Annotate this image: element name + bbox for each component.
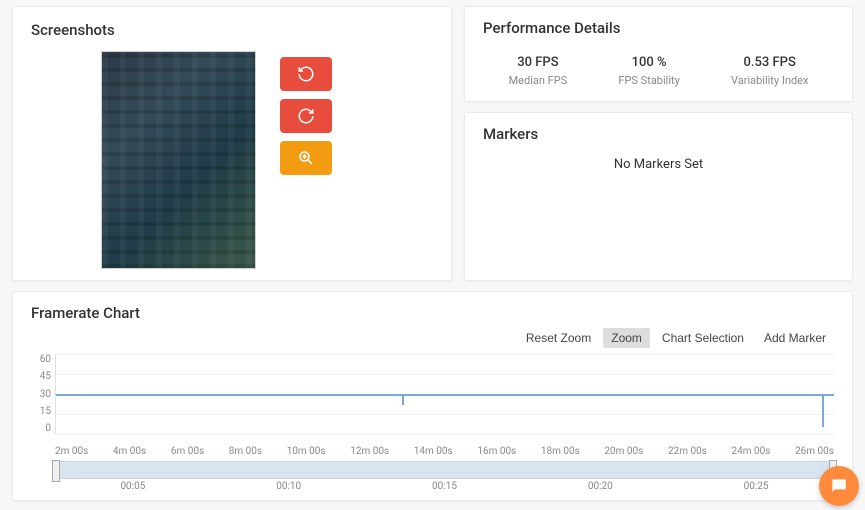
metric-value: 30 FPS <box>509 55 568 70</box>
rotate-ccw-icon <box>297 65 315 83</box>
metric-value: 0.53 FPS <box>731 55 808 70</box>
fps-dip <box>402 394 404 405</box>
rotate-cw-icon <box>297 107 315 125</box>
screenshots-panel: Screenshots <box>12 6 452 281</box>
x-tick: 14m 00s <box>414 446 453 457</box>
metric-median-fps: 30 FPS Median FPS <box>509 55 568 87</box>
scrub-tick: 00:05 <box>120 481 145 492</box>
x-tick: 22m 00s <box>668 446 707 457</box>
fps-dip <box>822 394 824 427</box>
add-marker-button[interactable]: Add Marker <box>756 328 834 348</box>
reset-zoom-button[interactable]: Reset Zoom <box>518 328 599 348</box>
metric-value: 100 % <box>618 55 679 70</box>
scrub-time-labels: 00:05 00:10 00:15 00:20 00:25 <box>31 479 834 492</box>
metric-label: Median FPS <box>509 74 568 87</box>
x-tick: 10m 00s <box>287 446 326 457</box>
fps-series-line <box>56 394 834 396</box>
x-tick: 6m 00s <box>171 446 204 457</box>
rotate-left-button[interactable] <box>280 57 332 91</box>
chart-title: Framerate Chart <box>31 304 834 322</box>
performance-title: Performance Details <box>483 19 834 37</box>
x-tick: 16m 00s <box>477 446 516 457</box>
scrub-tick: 00:15 <box>432 481 457 492</box>
metric-label: Variability Index <box>731 74 808 87</box>
chart-toolbar: Reset Zoom Zoom Chart Selection Add Mark… <box>31 328 834 348</box>
metric-variability: 0.53 FPS Variability Index <box>731 55 808 87</box>
y-tick: 15 <box>31 406 51 417</box>
performance-panel: Performance Details 30 FPS Median FPS 10… <box>464 6 853 102</box>
zoom-mode-button[interactable]: Zoom <box>603 328 650 348</box>
scrub-handle-left[interactable] <box>52 460 60 482</box>
y-tick: 30 <box>31 389 51 400</box>
scrub-tick: 00:10 <box>276 481 301 492</box>
markers-empty-text: No Markers Set <box>483 157 834 172</box>
chart-scrub-bar[interactable] <box>55 461 834 479</box>
framerate-chart-panel: Framerate Chart Reset Zoom Zoom Chart Se… <box>12 291 853 501</box>
y-tick: 45 <box>31 371 51 382</box>
screenshot-thumbnail[interactable] <box>101 51 256 269</box>
markers-panel: Markers No Markers Set <box>464 112 853 281</box>
x-tick: 24m 00s <box>732 446 771 457</box>
chat-widget-button[interactable] <box>819 466 859 506</box>
scrub-tick: 00:25 <box>744 481 769 492</box>
chart-plot[interactable] <box>55 354 834 434</box>
markers-title: Markers <box>483 125 834 143</box>
metric-label: FPS Stability <box>618 74 679 87</box>
metric-fps-stability: 100 % FPS Stability <box>618 55 679 87</box>
chart-selection-button[interactable]: Chart Selection <box>654 328 752 348</box>
screenshots-title: Screenshots <box>31 21 433 39</box>
zoom-button[interactable] <box>280 141 332 175</box>
chart-y-axis: 60 45 30 15 0 <box>31 354 55 434</box>
rotate-right-button[interactable] <box>280 99 332 133</box>
performance-metrics: 30 FPS Median FPS 100 % FPS Stability 0.… <box>483 47 834 87</box>
scrub-tick: 00:20 <box>588 481 613 492</box>
x-tick: 18m 00s <box>541 446 580 457</box>
chart-x-axis: 2m 00s 4m 00s 6m 00s 8m 00s 10m 00s 12m 00s 14… <box>31 444 834 457</box>
y-tick: 0 <box>31 423 51 434</box>
x-tick: 12m 00s <box>350 446 389 457</box>
x-tick: 20m 00s <box>604 446 643 457</box>
x-tick: 8m 00s <box>229 446 262 457</box>
y-tick: 60 <box>31 354 51 365</box>
x-tick: 26m 00s <box>795 446 834 457</box>
zoom-in-icon <box>297 149 315 167</box>
x-tick: 2m 00s <box>55 446 88 457</box>
chart-plot-area: 60 45 30 15 0 <box>31 354 834 444</box>
x-tick: 4m 00s <box>113 446 146 457</box>
chat-icon <box>829 476 849 496</box>
